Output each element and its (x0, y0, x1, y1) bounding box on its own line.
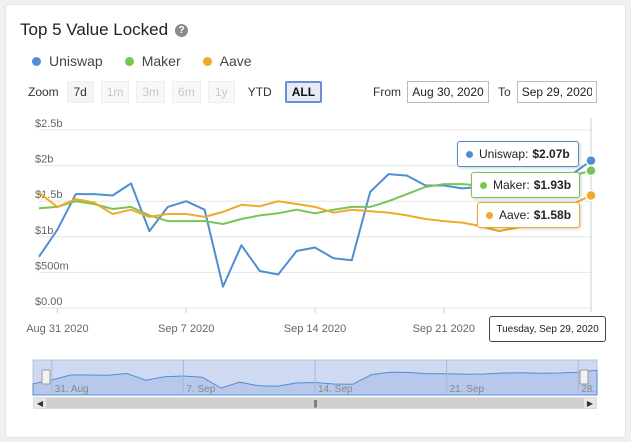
navigator[interactable]: 31. Aug 7. Sep 14. Sep 21. Sep 28. (32, 359, 598, 396)
zoom-label: Zoom (28, 85, 59, 99)
x-tick-label: Sep 7 2020 (158, 323, 214, 335)
legend-item-maker[interactable]: Maker (124, 53, 181, 69)
navigator-left-handle[interactable] (41, 369, 51, 385)
navigator-right-handle[interactable] (579, 369, 589, 385)
y-tick-label: $1.5b (35, 189, 63, 201)
tooltip-series-uniswap: Uniswap (479, 147, 526, 161)
tooltip-series-maker: Maker (493, 178, 527, 192)
chart-title-text: Top 5 Value Locked (20, 20, 169, 39)
x-tick-label: Aug 31 2020 (26, 323, 88, 335)
series-point-maker (585, 164, 597, 177)
series-line-aave (38, 191, 592, 233)
tooltip-uniswap: Uniswap: $2.07b (457, 141, 579, 167)
x-tick-label: Sep 14 2020 (284, 323, 346, 335)
legend-item-uniswap[interactable]: Uniswap (32, 53, 103, 69)
date-tooltip: Tuesday, Sep 29, 2020 (489, 316, 606, 342)
series-point-uniswap (585, 154, 597, 167)
x-axis: Aug 31 2020 Sep 7 2020 Sep 14 2020 Sep 21 2… (26, 308, 475, 335)
tooltip-dot-maker (480, 181, 487, 189)
from-label: From (373, 85, 401, 99)
range-to: To (498, 81, 597, 103)
navigator-label: 14. Sep (318, 384, 353, 395)
zoom-1m-button[interactable]: 1m (100, 81, 130, 103)
tooltip-dot-uniswap (466, 150, 473, 158)
tooltip-series-aave: Aave (499, 208, 527, 222)
zoom-7d-button[interactable]: 7d (66, 81, 94, 103)
scroll-left-arrow[interactable]: ◀ (34, 398, 46, 408)
y-tick-label: $2.5b (35, 118, 63, 130)
range-from: From (373, 81, 489, 103)
legend-label-maker: Maker (141, 53, 181, 69)
series-point-aave (585, 189, 597, 202)
zoom-all-button[interactable]: ALL (284, 81, 323, 103)
legend-dot-uniswap (32, 56, 41, 66)
tooltip-maker: Maker: $1.93b (471, 172, 581, 198)
to-label: To (498, 85, 511, 99)
legend-label-aave: Aave (219, 53, 252, 69)
y-tick-label: $500m (35, 260, 69, 272)
tooltip-aave: Aave: $1.58b (477, 202, 581, 228)
zoom-controls: Zoom 7d 1m 3m 6m 1y YTD ALL (28, 81, 329, 103)
navigator-label: 21. Sep (450, 384, 485, 395)
navigator-label: 7. Sep (186, 384, 215, 395)
y-tick-label: $2b (35, 154, 53, 166)
zoom-3m-button[interactable]: 3m (136, 81, 166, 103)
navigator-label: 31. Aug (55, 384, 89, 395)
chart-title: Top 5 Value Locked ? (20, 20, 189, 40)
grid (39, 129, 591, 309)
x-tick-label: Sep 21 2020 (413, 323, 475, 335)
tooltip-value-uniswap: $2.07b (532, 147, 570, 161)
legend-label-uniswap: Uniswap (49, 53, 103, 69)
legend-item-aave[interactable]: Aave (202, 53, 252, 69)
y-tick-label: $1b (35, 225, 53, 237)
zoom-6m-button[interactable]: 6m (172, 81, 201, 103)
to-date-input[interactable] (516, 81, 597, 103)
legend: Uniswap Maker Aave (32, 53, 252, 69)
scroll-right-arrow[interactable]: ▶ (584, 398, 596, 408)
tooltip-dot-aave (486, 211, 493, 219)
help-icon[interactable]: ? (175, 23, 189, 37)
scrollbar-thumb[interactable]: ||| (46, 398, 584, 408)
from-date-input[interactable] (407, 81, 489, 103)
zoom-ytd-button[interactable]: YTD (247, 85, 272, 99)
y-tick-label: $0.00 (35, 296, 63, 308)
legend-dot-maker (124, 56, 134, 66)
tooltip-value-aave: $1.58b (533, 208, 572, 222)
zoom-1y-button[interactable]: 1y (207, 81, 235, 103)
scrollbar[interactable]: ◀ ||| ▶ (33, 397, 597, 409)
legend-dot-aave (202, 56, 212, 66)
navigator-label: 28. (581, 384, 595, 395)
y-axis: $0.00 $500m $1b $1.5b $2b $2.5b (35, 118, 69, 308)
tooltip-value-maker: $1.93b (533, 178, 572, 192)
